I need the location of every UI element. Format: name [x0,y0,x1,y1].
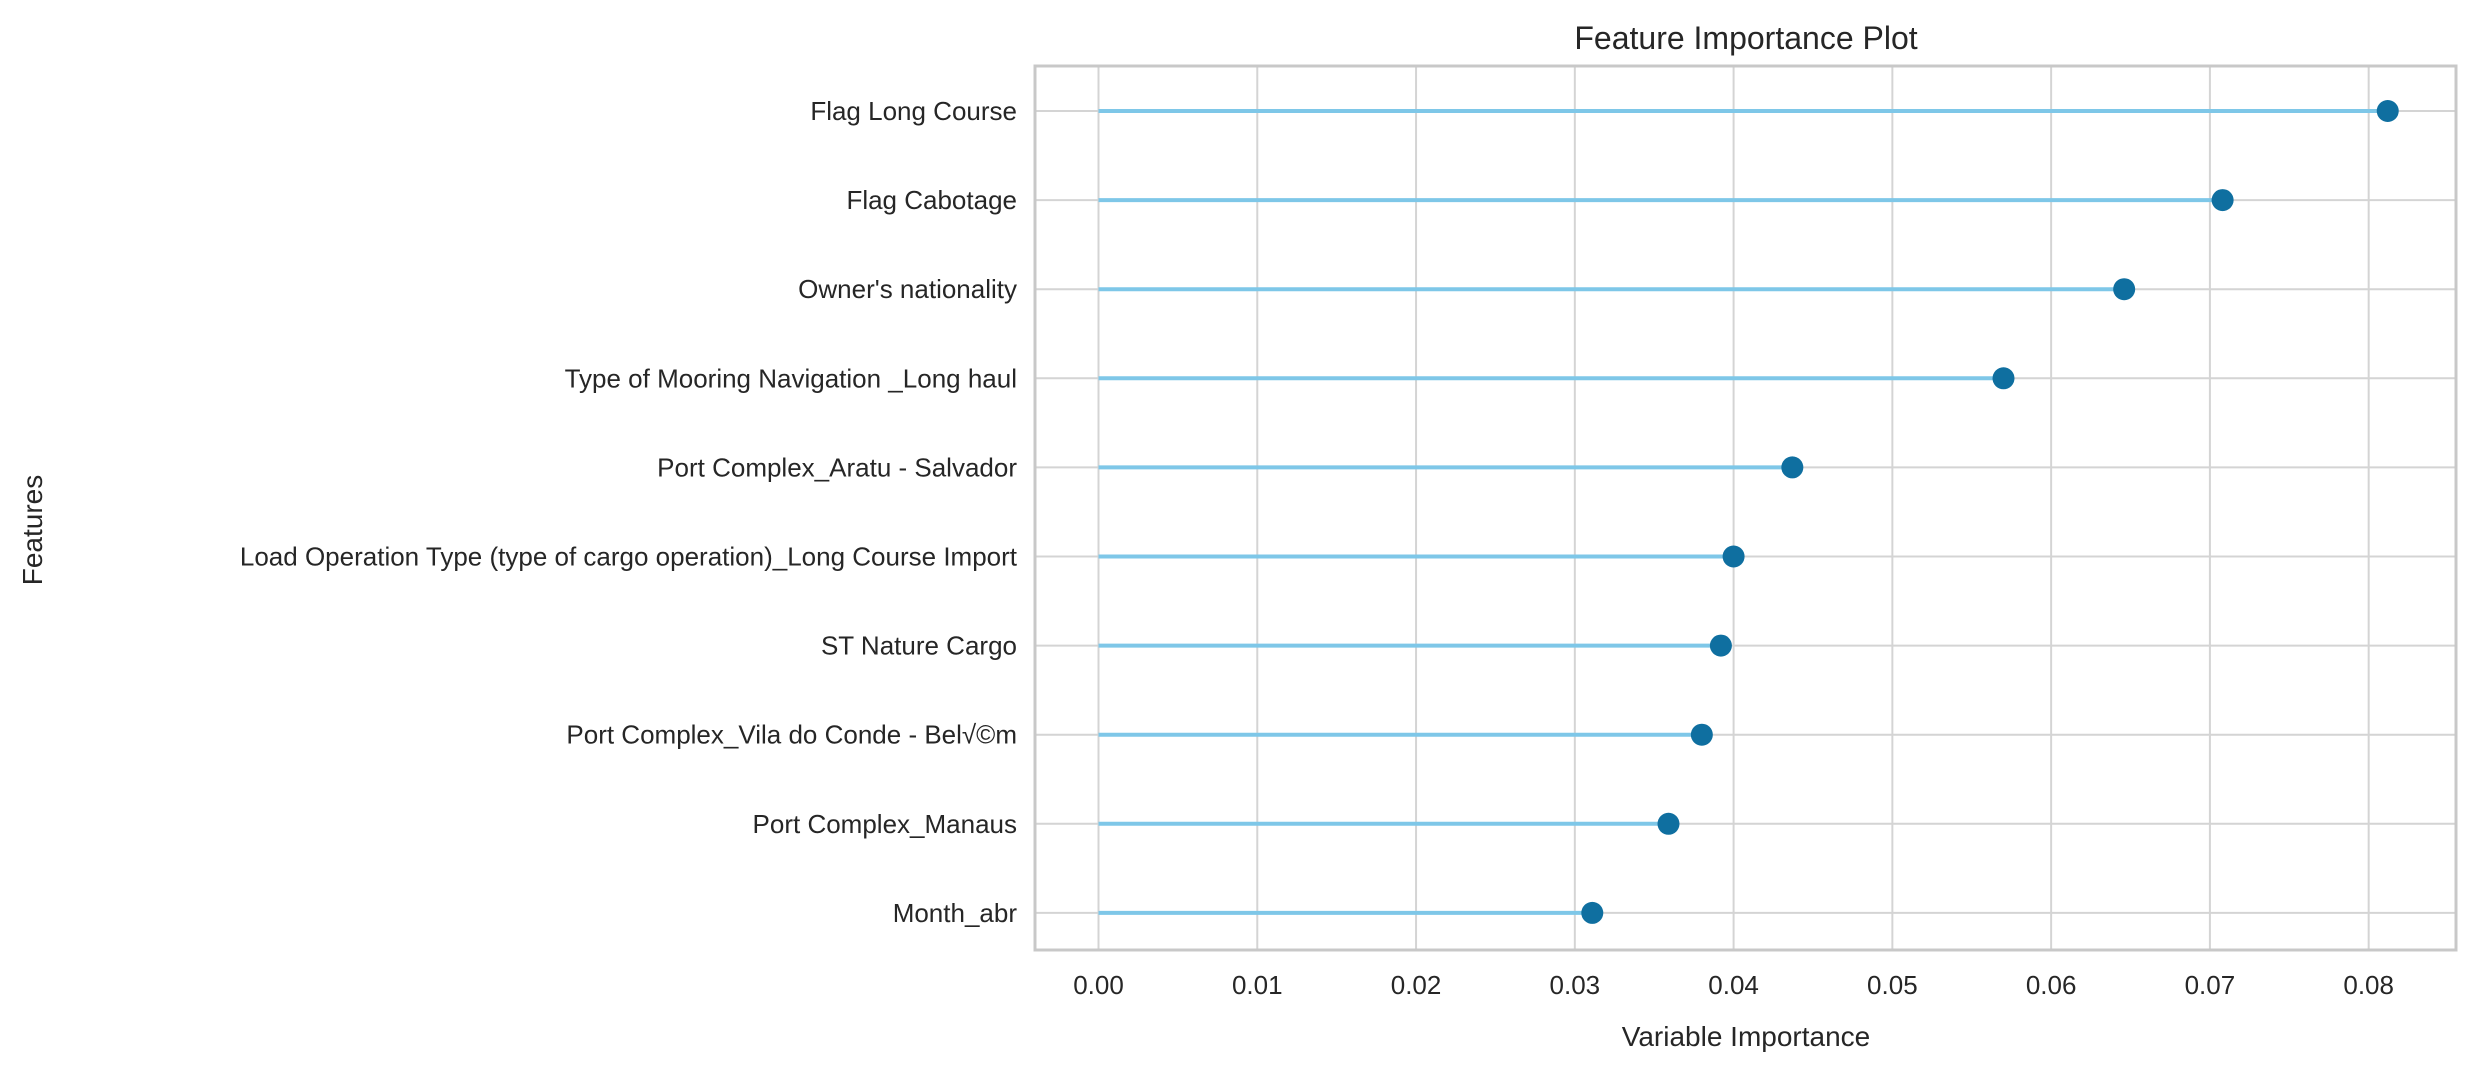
y-tick-label: Flag Cabotage [846,185,1017,215]
data-point-marker [1992,367,2015,390]
y-tick-label: Port Complex_Aratu - Salvador [657,452,1017,482]
y-tick-label: Flag Long Course [810,96,1017,126]
y-tick-label: Type of Mooring Navigation _Long haul [565,363,1017,393]
x-axis-title: Variable Importance [1622,1021,1871,1052]
data-point-marker [2376,100,2399,122]
y-tick-label: ST Nature Cargo [821,631,1017,661]
x-tick-label: 0.05 [1867,970,1918,1000]
stems-layer [1098,109,2388,915]
y-tick-label: Load Operation Type (type of cargo opera… [240,542,1018,572]
data-point-marker [1690,723,1713,746]
x-tick-label: 0.03 [1550,970,1601,1000]
data-point-marker [1709,634,1732,657]
y-axis-title: Features [17,475,48,586]
y-tick-label: Port Complex_Vila do Conde - Bel√©m [566,720,1017,750]
data-point-marker [1781,456,1804,479]
plot-frame [1033,64,2458,952]
y-tick-label: Owner's nationality [798,274,1017,304]
x-tick-labels: 0.00 0.01 0.02 0.03 0.04 0.05 0.06 0.07 0.08 [1073,970,2394,1000]
data-point-marker [2113,278,2136,301]
x-tick-label: 0.02 [1391,970,1442,1000]
x-tick-label: 0.00 [1073,970,1124,1000]
plot-border [1033,64,2458,952]
y-tick-label: Port Complex_Manaus [753,809,1017,839]
data-point-marker [1581,901,1604,924]
markers-layer [1581,100,2399,924]
chart-title: Feature Importance Plot [1574,20,1917,56]
x-tick-label: 0.01 [1232,970,1283,1000]
data-point-marker [2211,189,2234,212]
y-tick-labels: Flag Long Course Flag Cabotage Owner's nat… [240,96,1018,928]
data-point-marker [1657,812,1680,835]
x-tick-label: 0.06 [2026,970,2077,1000]
x-tick-label: 0.04 [1708,970,1759,1000]
x-tick-label: 0.08 [2343,970,2394,1000]
y-tick-label: Month_abr [893,898,1018,928]
data-point-marker [1722,545,1745,568]
x-tick-label: 0.07 [2185,970,2236,1000]
